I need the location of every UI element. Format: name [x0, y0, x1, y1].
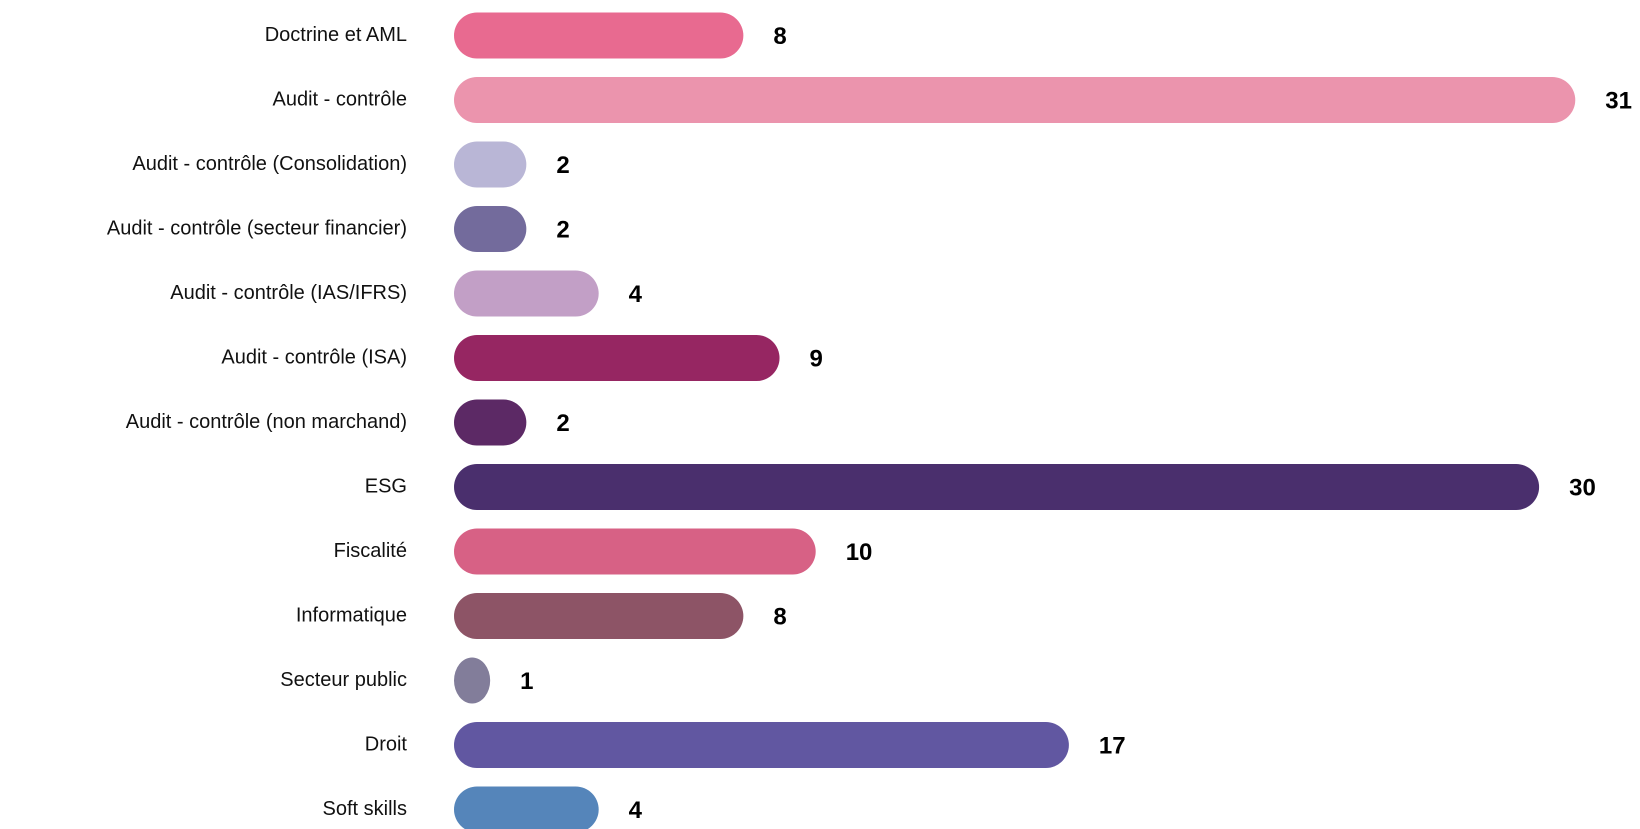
category-label: Droit — [365, 733, 408, 755]
category-label: Secteur public — [280, 669, 407, 691]
value-label: 9 — [810, 345, 823, 372]
bar — [454, 657, 491, 704]
value-label: 10 — [846, 539, 873, 566]
value-label: 4 — [629, 281, 643, 308]
category-label: Audit - contrôle (IAS/IFRS) — [170, 282, 407, 304]
bar — [454, 722, 1069, 768]
category-label: Soft skills — [323, 798, 407, 820]
category-label: Audit - contrôle — [272, 88, 407, 110]
value-label: 8 — [773, 23, 786, 50]
value-label: 4 — [629, 797, 643, 824]
bar — [454, 464, 1540, 510]
category-label: Audit - contrôle (Consolidation) — [132, 153, 407, 175]
bar — [454, 593, 744, 639]
bar — [454, 77, 1576, 123]
bar — [454, 12, 744, 59]
category-label: Audit - contrôle (secteur financier) — [107, 217, 407, 239]
category-label: Audit - contrôle (non marchand) — [126, 411, 407, 433]
bar — [454, 141, 527, 188]
value-label: 8 — [773, 603, 786, 630]
bar — [454, 528, 816, 575]
bar — [454, 270, 599, 317]
category-label: Audit - contrôle (ISA) — [221, 346, 407, 368]
category-label: ESG — [365, 475, 407, 497]
bar — [454, 399, 527, 446]
category-label: Doctrine et AML — [265, 24, 407, 46]
value-label: 2 — [556, 152, 569, 179]
value-label: 2 — [556, 216, 569, 243]
category-label: Fiscalité — [334, 540, 407, 562]
value-label: 2 — [556, 410, 569, 437]
bar — [454, 786, 599, 829]
bar — [454, 206, 527, 252]
category-label: Informatique — [296, 604, 407, 626]
value-label: 1 — [520, 668, 533, 695]
value-label: 31 — [1605, 87, 1632, 114]
value-label: 17 — [1099, 732, 1126, 759]
value-label: 30 — [1569, 474, 1596, 501]
bar — [454, 335, 780, 381]
